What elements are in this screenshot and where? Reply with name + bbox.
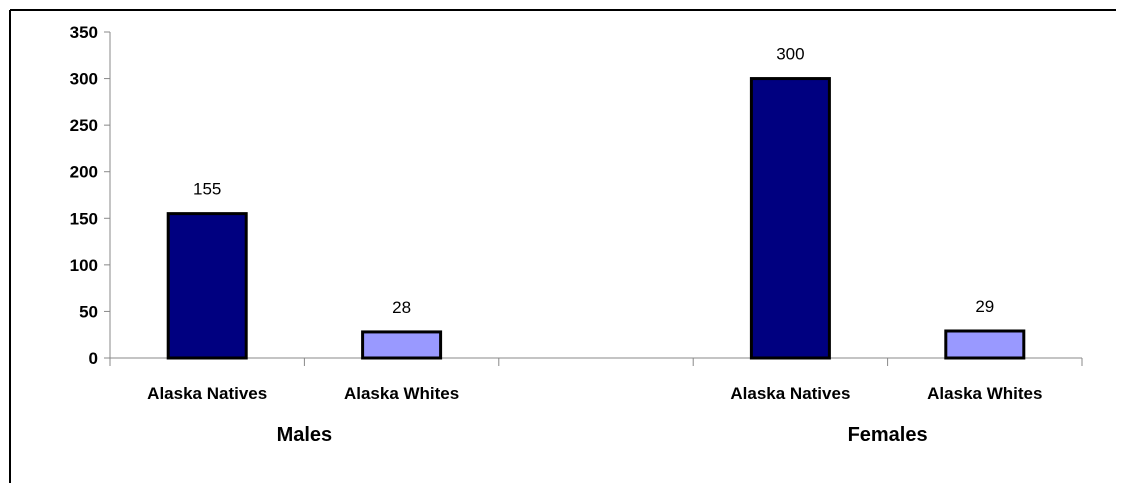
data-label: 300 (776, 45, 804, 64)
bar-females-alaska-natives (749, 77, 831, 360)
y-tick-label: 100 (70, 256, 98, 275)
y-tick-label: 50 (79, 302, 98, 321)
category-label: Alaska Natives (147, 384, 267, 403)
category-label: Alaska Whites (344, 384, 459, 403)
y-tick-label: 250 (70, 116, 98, 135)
group-label: Males (277, 424, 333, 446)
y-tick-label: 350 (70, 23, 98, 42)
bar-females-alaska-whites (944, 329, 1026, 360)
bar-males-alaska-natives (166, 212, 248, 360)
y-tick-label: 0 (89, 349, 98, 368)
y-tick-label: 200 (70, 163, 98, 182)
category-label: Alaska Natives (730, 384, 850, 403)
bar-males-alaska-whites (361, 330, 443, 360)
y-tick-label: 150 (70, 209, 98, 228)
data-label: 29 (975, 297, 994, 316)
data-label: 155 (193, 180, 221, 199)
y-tick-label: 300 (70, 70, 98, 89)
data-label: 28 (392, 298, 411, 317)
group-label: Females (848, 424, 928, 446)
category-label: Alaska Whites (927, 384, 1042, 403)
